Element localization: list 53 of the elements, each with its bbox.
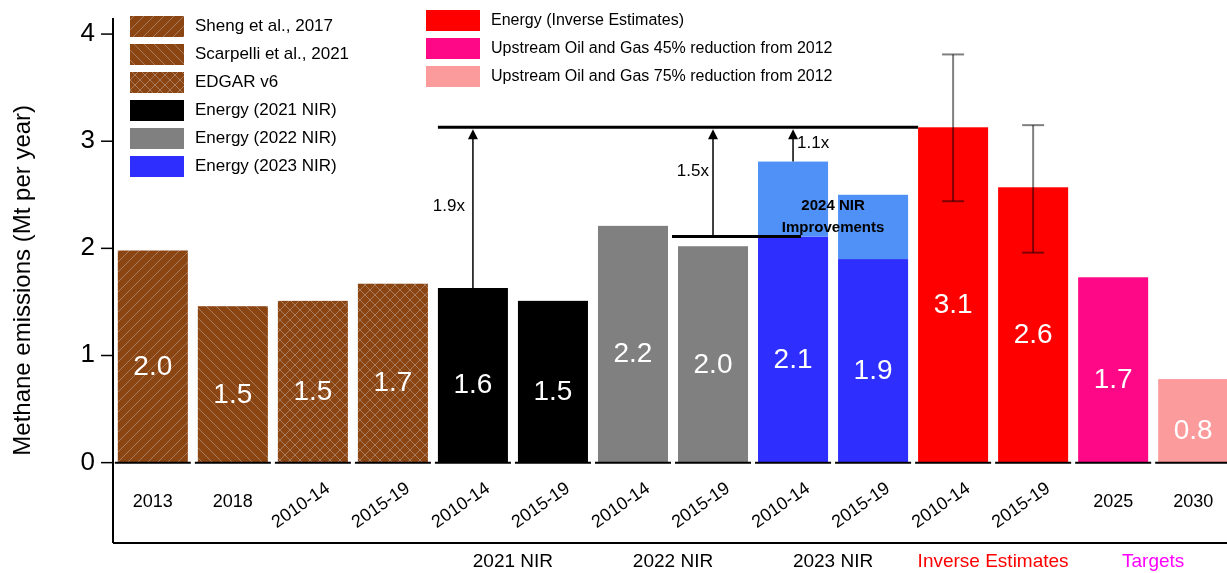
- bar: [197, 306, 268, 463]
- data-label: 2.2: [613, 337, 653, 369]
- text: 2023 NIR: [792, 550, 874, 571]
- bar: [117, 250, 188, 463]
- legend-label: Energy (Inverse Estimates): [491, 11, 684, 29]
- annotation: 1.1x: [797, 132, 830, 152]
- data-label: 2.0: [133, 349, 173, 381]
- data-label: 1.5: [293, 374, 333, 406]
- data-label: 2.0: [693, 347, 733, 379]
- bar: [998, 187, 1069, 463]
- x-tick-label: 2013: [132, 490, 173, 511]
- annotation: 1.5x: [676, 160, 710, 180]
- y-tick-label: 4: [80, 16, 95, 47]
- bar: [597, 225, 668, 463]
- text: Inverse Estimates: [917, 550, 1069, 571]
- text: 2021 NIR: [472, 550, 554, 571]
- bar: [1158, 379, 1227, 463]
- bar: [758, 236, 829, 463]
- bar: [838, 259, 909, 463]
- legend-label: Upstream Oil and Gas 45% reduction from 2012: [491, 39, 833, 57]
- legend-label: Sheng et al., 2017: [195, 16, 334, 36]
- data-label: 1.6: [453, 368, 493, 400]
- data-label: 2.6: [1013, 318, 1053, 350]
- data-label: 0.8: [1173, 413, 1213, 445]
- data-label: 1.5: [533, 374, 573, 406]
- x-tick-label: 2030: [1173, 490, 1214, 511]
- legend-label: Energy (2022 NIR): [195, 128, 337, 148]
- legend-label: EDGAR v6: [195, 72, 279, 92]
- legend-label: Scarpelli et al., 2021: [195, 44, 350, 64]
- data-label: 1.5: [213, 377, 253, 409]
- y-tick-label: 0: [80, 445, 95, 476]
- data-label: 1.9: [853, 353, 893, 385]
- y-tick-label: 1: [80, 338, 95, 369]
- text: Targets: [1122, 550, 1185, 571]
- text: 2022 NIR: [632, 550, 714, 571]
- data-label: 1.7: [1093, 363, 1133, 395]
- data-label: 1.7: [373, 366, 413, 398]
- y-tick-label: 2: [80, 231, 95, 262]
- legend-label: Energy (2023 NIR): [195, 156, 337, 176]
- bar: [1078, 277, 1149, 463]
- bar: [678, 246, 749, 463]
- annotation: 1.9x: [432, 195, 466, 215]
- y-axis-title: Methane emissions (Mt per year): [8, 104, 35, 456]
- bar: [357, 283, 428, 463]
- y-tick-label: 3: [80, 124, 95, 155]
- x-tick-label: 2025: [1093, 490, 1134, 511]
- legend-label: Upstream Oil and Gas 75% reduction from 2012: [491, 67, 833, 85]
- legend-label: Energy (2021 NIR): [195, 100, 337, 120]
- data-label: 2.1: [773, 342, 813, 374]
- bar: [918, 127, 989, 463]
- bar: [277, 300, 348, 463]
- data-label: 3.1: [933, 288, 973, 320]
- x-tick-label: 2018: [212, 490, 253, 511]
